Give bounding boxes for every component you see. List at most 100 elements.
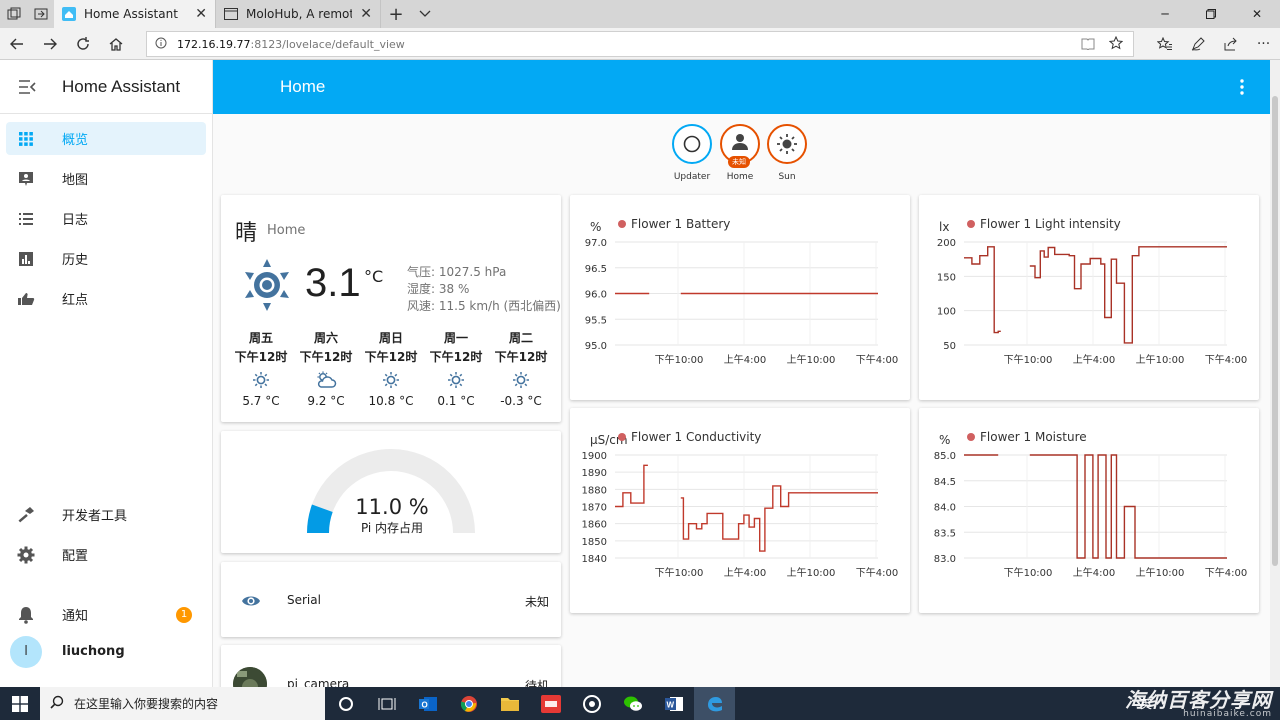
tab-preview-icon[interactable] [27, 0, 54, 28]
serial-card[interactable]: Serial 未知 [221, 562, 561, 637]
forward-arrow-icon[interactable] [33, 28, 66, 60]
maximize-icon[interactable] [1188, 0, 1234, 28]
chart-legend-title: Flower 1 Moisture [980, 430, 1087, 444]
tab-molohub[interactable]: MoloHub, A remote access ✕ [216, 0, 381, 28]
wechat-icon[interactable] [612, 687, 653, 720]
y-tick-label: 95.0 [585, 341, 607, 352]
sidebar-item-logbook[interactable]: 日志 [6, 202, 206, 235]
y-tick-label: 1840 [582, 554, 607, 565]
window-close-icon[interactable]: ✕ [1251, 7, 1263, 21]
home-icon[interactable] [99, 28, 132, 60]
input-language[interactable]: 英 [1139, 697, 1152, 711]
y-tick-label: 95.5 [585, 315, 607, 326]
logbook-icon [6, 212, 46, 226]
close-icon[interactable]: ✕ [195, 6, 207, 22]
menu-collapse-icon[interactable] [0, 60, 54, 114]
reading-view-icon[interactable] [1081, 38, 1095, 53]
more-vertical-icon[interactable] [1232, 77, 1252, 97]
y-tick-label: 1860 [582, 520, 607, 531]
minimize-icon[interactable]: ─ [1161, 7, 1169, 21]
weather-humidity: 湿度: 38 % [407, 282, 470, 296]
windows-start-icon[interactable] [0, 687, 40, 720]
weather-unit: °C [364, 267, 384, 286]
x-tick-label: 下午4:00 [1205, 353, 1247, 366]
chart-card-battery[interactable]: % Flower 1 Battery 97.0 96.5 96.0 95.5 95.0 下午1… [570, 195, 910, 400]
chart-legend-title: Flower 1 Light intensity [980, 217, 1121, 231]
sidebar-item-label: 配置 [62, 549, 89, 564]
url-field[interactable]: 172.16.19.77:8123/lovelace/default_view [146, 31, 1134, 57]
badge-sun[interactable]: Sun [767, 124, 807, 182]
scrollbar[interactable] [1270, 60, 1280, 687]
sunny-icon [428, 369, 484, 391]
tab-set-aside-icon[interactable] [0, 0, 27, 28]
chart-card-light[interactable]: lx Flower 1 Light intensity 200 150 100 50 下午1… [919, 195, 1259, 400]
forecast-day: 周一 下午12时 0.1 °C [428, 329, 484, 408]
pen-icon[interactable] [1181, 28, 1214, 60]
sidebar-item-config[interactable]: 配置 [6, 538, 206, 571]
y-tick-label: 84.0 [934, 503, 956, 514]
outlook-icon[interactable]: O [407, 687, 448, 720]
app-circle-icon[interactable] [571, 687, 612, 720]
conductivity-chart: μS/cm Flower 1 Conductivity19001890188018… [582, 430, 899, 579]
badge-updater[interactable]: Updater [672, 124, 712, 182]
gauge-svg [307, 449, 475, 533]
forecast-day: 周五 下午12时 5.7 °C [233, 329, 289, 408]
y-tick-label: 96.0 [585, 290, 607, 301]
refresh-icon[interactable] [66, 28, 99, 60]
gauge-value: 11.0 % [355, 495, 429, 519]
forecast-temp: -0.3 °C [500, 394, 542, 408]
share-icon[interactable] [1214, 28, 1247, 60]
forecast-time: 下午12时 [299, 350, 353, 364]
gauge-card[interactable]: 11.0 % Pi 内存占用 [221, 431, 561, 553]
sidebar-item-user[interactable]: l liuchong [6, 635, 206, 668]
chart-card-conductivity[interactable]: μS/cm Flower 1 Conductivity 1900 1890 1880 18… [570, 408, 910, 613]
series-line [615, 464, 648, 508]
battery-chart: % Flower 1 Battery 97.0 96.5 96.0 95.5 95.0 下午1… [585, 217, 899, 366]
sidebar-item-overview[interactable]: 概览 [6, 122, 206, 155]
y-tick-label: 1870 [582, 503, 607, 514]
new-tab-icon[interactable]: + [388, 3, 404, 25]
chrome-icon[interactable] [448, 687, 489, 720]
tab-home-assistant[interactable]: Home Assistant ✕ [54, 0, 216, 28]
badge-circle [767, 124, 807, 164]
badge-home[interactable]: 未知 Home [720, 124, 760, 182]
sidebar-item-label: 日志 [62, 213, 89, 228]
x-tick-label: 上午4:00 [1073, 353, 1115, 366]
sidebar-item-label: 红点 [62, 293, 89, 308]
chart-unit-label: % [939, 433, 950, 447]
info-icon[interactable] [155, 37, 167, 52]
sidebar-item-red-dot[interactable]: 红点 [6, 282, 206, 315]
file-explorer-icon[interactable] [489, 687, 530, 720]
window-controls: ─ ✕ [1142, 0, 1280, 28]
chevron-down-icon[interactable] [411, 0, 438, 28]
cortana-icon[interactable] [325, 687, 366, 720]
favorite-star-icon[interactable] [1108, 35, 1124, 53]
sidebar-item-developer-tools[interactable]: 开发者工具 [6, 498, 206, 531]
forecast-day: 周六 下午12时 9.2 °C [298, 329, 354, 408]
favorites-icon[interactable] [1148, 28, 1181, 60]
back-arrow-icon[interactable] [0, 28, 33, 60]
edge-icon[interactable] [694, 687, 735, 720]
word-icon[interactable]: W [653, 687, 694, 720]
scrollbar-thumb[interactable] [1272, 96, 1278, 566]
close-icon[interactable]: ✕ [360, 6, 372, 22]
sidebar-item-notifications[interactable]: 通知 1 [6, 598, 206, 631]
weather-temperature: 3.1 [305, 261, 361, 305]
badge-label: Home [726, 172, 754, 182]
more-horizontal-icon[interactable]: ··· [1256, 36, 1271, 52]
x-tick-label: 下午4:00 [856, 566, 898, 579]
chart-card-moisture[interactable]: % Flower 1 Moisture 85.0 84.5 84.0 83.5 83.0 下午… [919, 408, 1259, 613]
forecast-temp: 9.2 °C [307, 394, 345, 408]
weather-card[interactable]: 晴 Home 3.1 °C 气压: 1027.5 hPa 湿度: 38 % 风速… [221, 195, 561, 422]
taskbar-search[interactable]: 在这里输入你要搜索的内容 [40, 687, 325, 720]
browser-tab-bar: Home Assistant ✕ MoloHub, A remote acces… [0, 0, 1280, 28]
forecast-day-label: 周二 [508, 331, 533, 345]
gauge-fill [307, 504, 333, 533]
app-red-icon[interactable] [530, 687, 571, 720]
task-view-icon[interactable] [366, 687, 407, 720]
sidebar-item-history[interactable]: 历史 [6, 242, 206, 275]
x-tick-label: 上午10:00 [1136, 566, 1185, 579]
moisture-chart: % Flower 1 Moisture 85.0 84.5 84.0 83.5 83.0 下午… [934, 430, 1248, 579]
badge-circle [672, 124, 712, 164]
sidebar-item-map[interactable]: 地图 [6, 162, 206, 195]
